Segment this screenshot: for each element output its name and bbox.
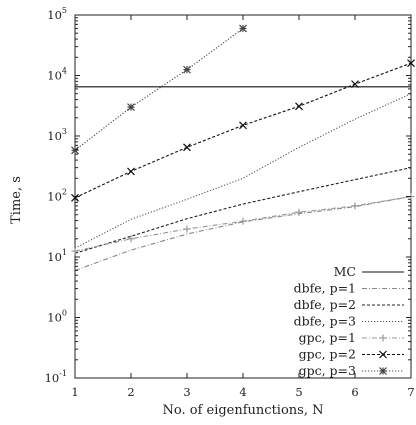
x-tick-label: 5: [295, 385, 302, 399]
data-point: [183, 225, 191, 233]
y-tick-label: 105: [47, 6, 67, 22]
legend-label: gpc, p=2: [299, 347, 356, 362]
legend-label: gpc, p=1: [299, 330, 356, 345]
data-point: [127, 103, 135, 112]
x-axis-label: No. of eigenfunctions, N: [163, 403, 324, 418]
data-point: [183, 65, 191, 74]
y-axis-label: Time, s: [9, 176, 24, 224]
y-tick-label: 10-1: [45, 369, 67, 385]
data-point: [239, 121, 247, 130]
plot-area: [74, 14, 412, 379]
data-point: [239, 24, 247, 33]
x-tick-label: 3: [183, 385, 190, 399]
legend-label: MC: [334, 264, 356, 279]
series-line-5: [75, 62, 411, 199]
y-tick-label: 104: [47, 67, 67, 83]
data-point: [295, 208, 303, 216]
data-point: [239, 217, 247, 225]
y-tick-label: 101: [47, 248, 67, 264]
series-line-3: [75, 93, 411, 249]
legend-label: gpc, p=3: [299, 363, 356, 378]
y-tick-label: 100: [47, 309, 67, 325]
y-tick-label: 103: [47, 127, 67, 143]
series-layer: [71, 24, 415, 271]
y-axis: 10-1 100 101 102 103 104 105: [45, 6, 411, 385]
series-line-2: [75, 167, 411, 254]
x-tick-label: 2: [127, 385, 134, 399]
data-point: [351, 80, 359, 89]
data-point: [183, 143, 191, 152]
x-tick-label: 4: [239, 385, 246, 399]
data-point: [71, 247, 79, 255]
x-tick-label: 6: [351, 385, 358, 399]
legend-label: dbfe, p=3: [294, 314, 356, 329]
legend-marker: [379, 350, 387, 359]
series-line-6: [75, 27, 244, 151]
series-line-1: [75, 195, 411, 271]
legend-marker: [379, 367, 387, 375]
data-point: [127, 235, 135, 243]
x-tick-label: 1: [71, 385, 78, 399]
data-point: [71, 193, 79, 202]
x-axis: 1 2 3 4 5 6 7: [71, 15, 415, 399]
y-tick-label: 102: [47, 188, 67, 204]
data-point: [295, 102, 303, 111]
legend-marker: [379, 334, 387, 342]
data-point: [407, 59, 415, 68]
data-point: [71, 146, 79, 155]
legend-label: dbfe, p=2: [294, 297, 356, 312]
x-tick-label: 7: [407, 385, 414, 399]
data-point: [351, 202, 359, 210]
data-point: [127, 167, 135, 176]
legend-label: dbfe, p=1: [294, 281, 356, 296]
plot-frame: [74, 14, 412, 379]
